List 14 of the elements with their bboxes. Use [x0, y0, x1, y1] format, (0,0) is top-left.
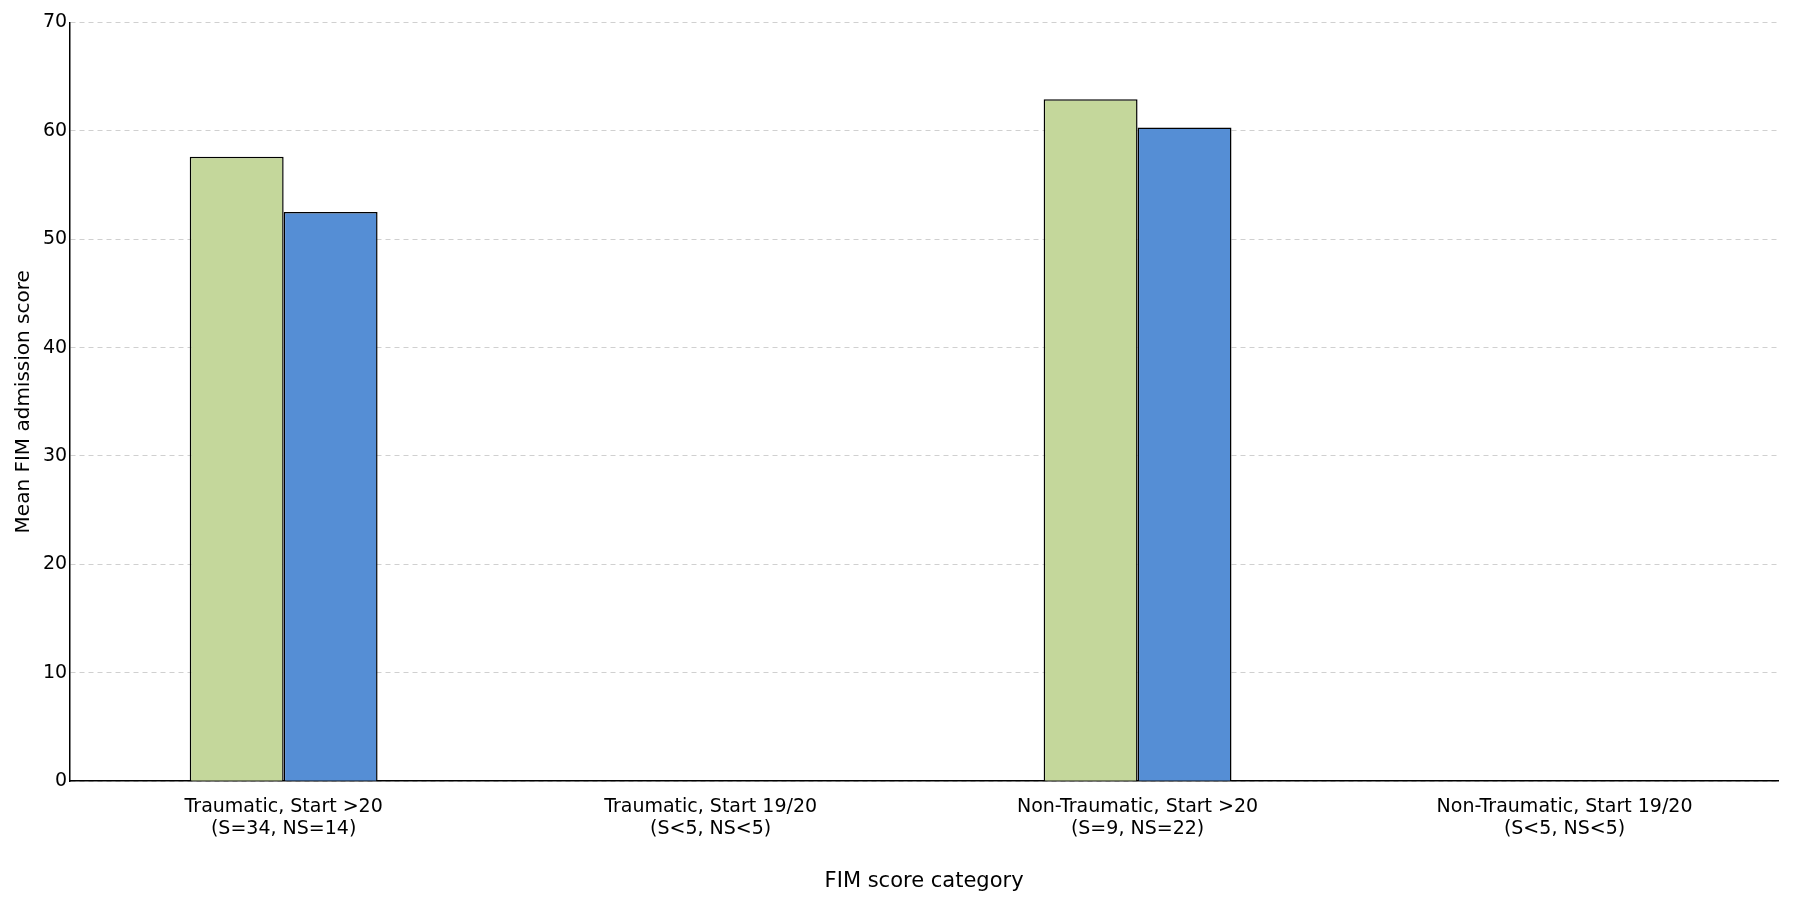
y-axis-title: Mean FIM admission score [10, 270, 35, 534]
y-tick-label: 40 [42, 334, 68, 357]
y-tick-label: 60 [42, 117, 68, 140]
y-tick-label: 50 [42, 226, 68, 249]
y-tick-label: 0 [55, 768, 68, 791]
x-tick-label: Non-Traumatic, Start >20 (S=9, NS=22) [1016, 793, 1259, 839]
x-tick-label: Traumatic, Start >20 (S=34, NS=14) [183, 793, 383, 839]
y-tick-label: 30 [42, 442, 68, 465]
y-tick-label: 20 [42, 551, 68, 574]
y-tick-label: 10 [42, 659, 68, 682]
y-tick-label: 70 [42, 9, 68, 32]
x-axis-title: FIM score category [824, 867, 1024, 892]
x-tick-label: Traumatic, Start 19/20 (S<5, NS<5) [603, 793, 818, 839]
x-tick-label: Non-Traumatic, Start 19/20 (S<5, NS<5) [1436, 793, 1693, 839]
